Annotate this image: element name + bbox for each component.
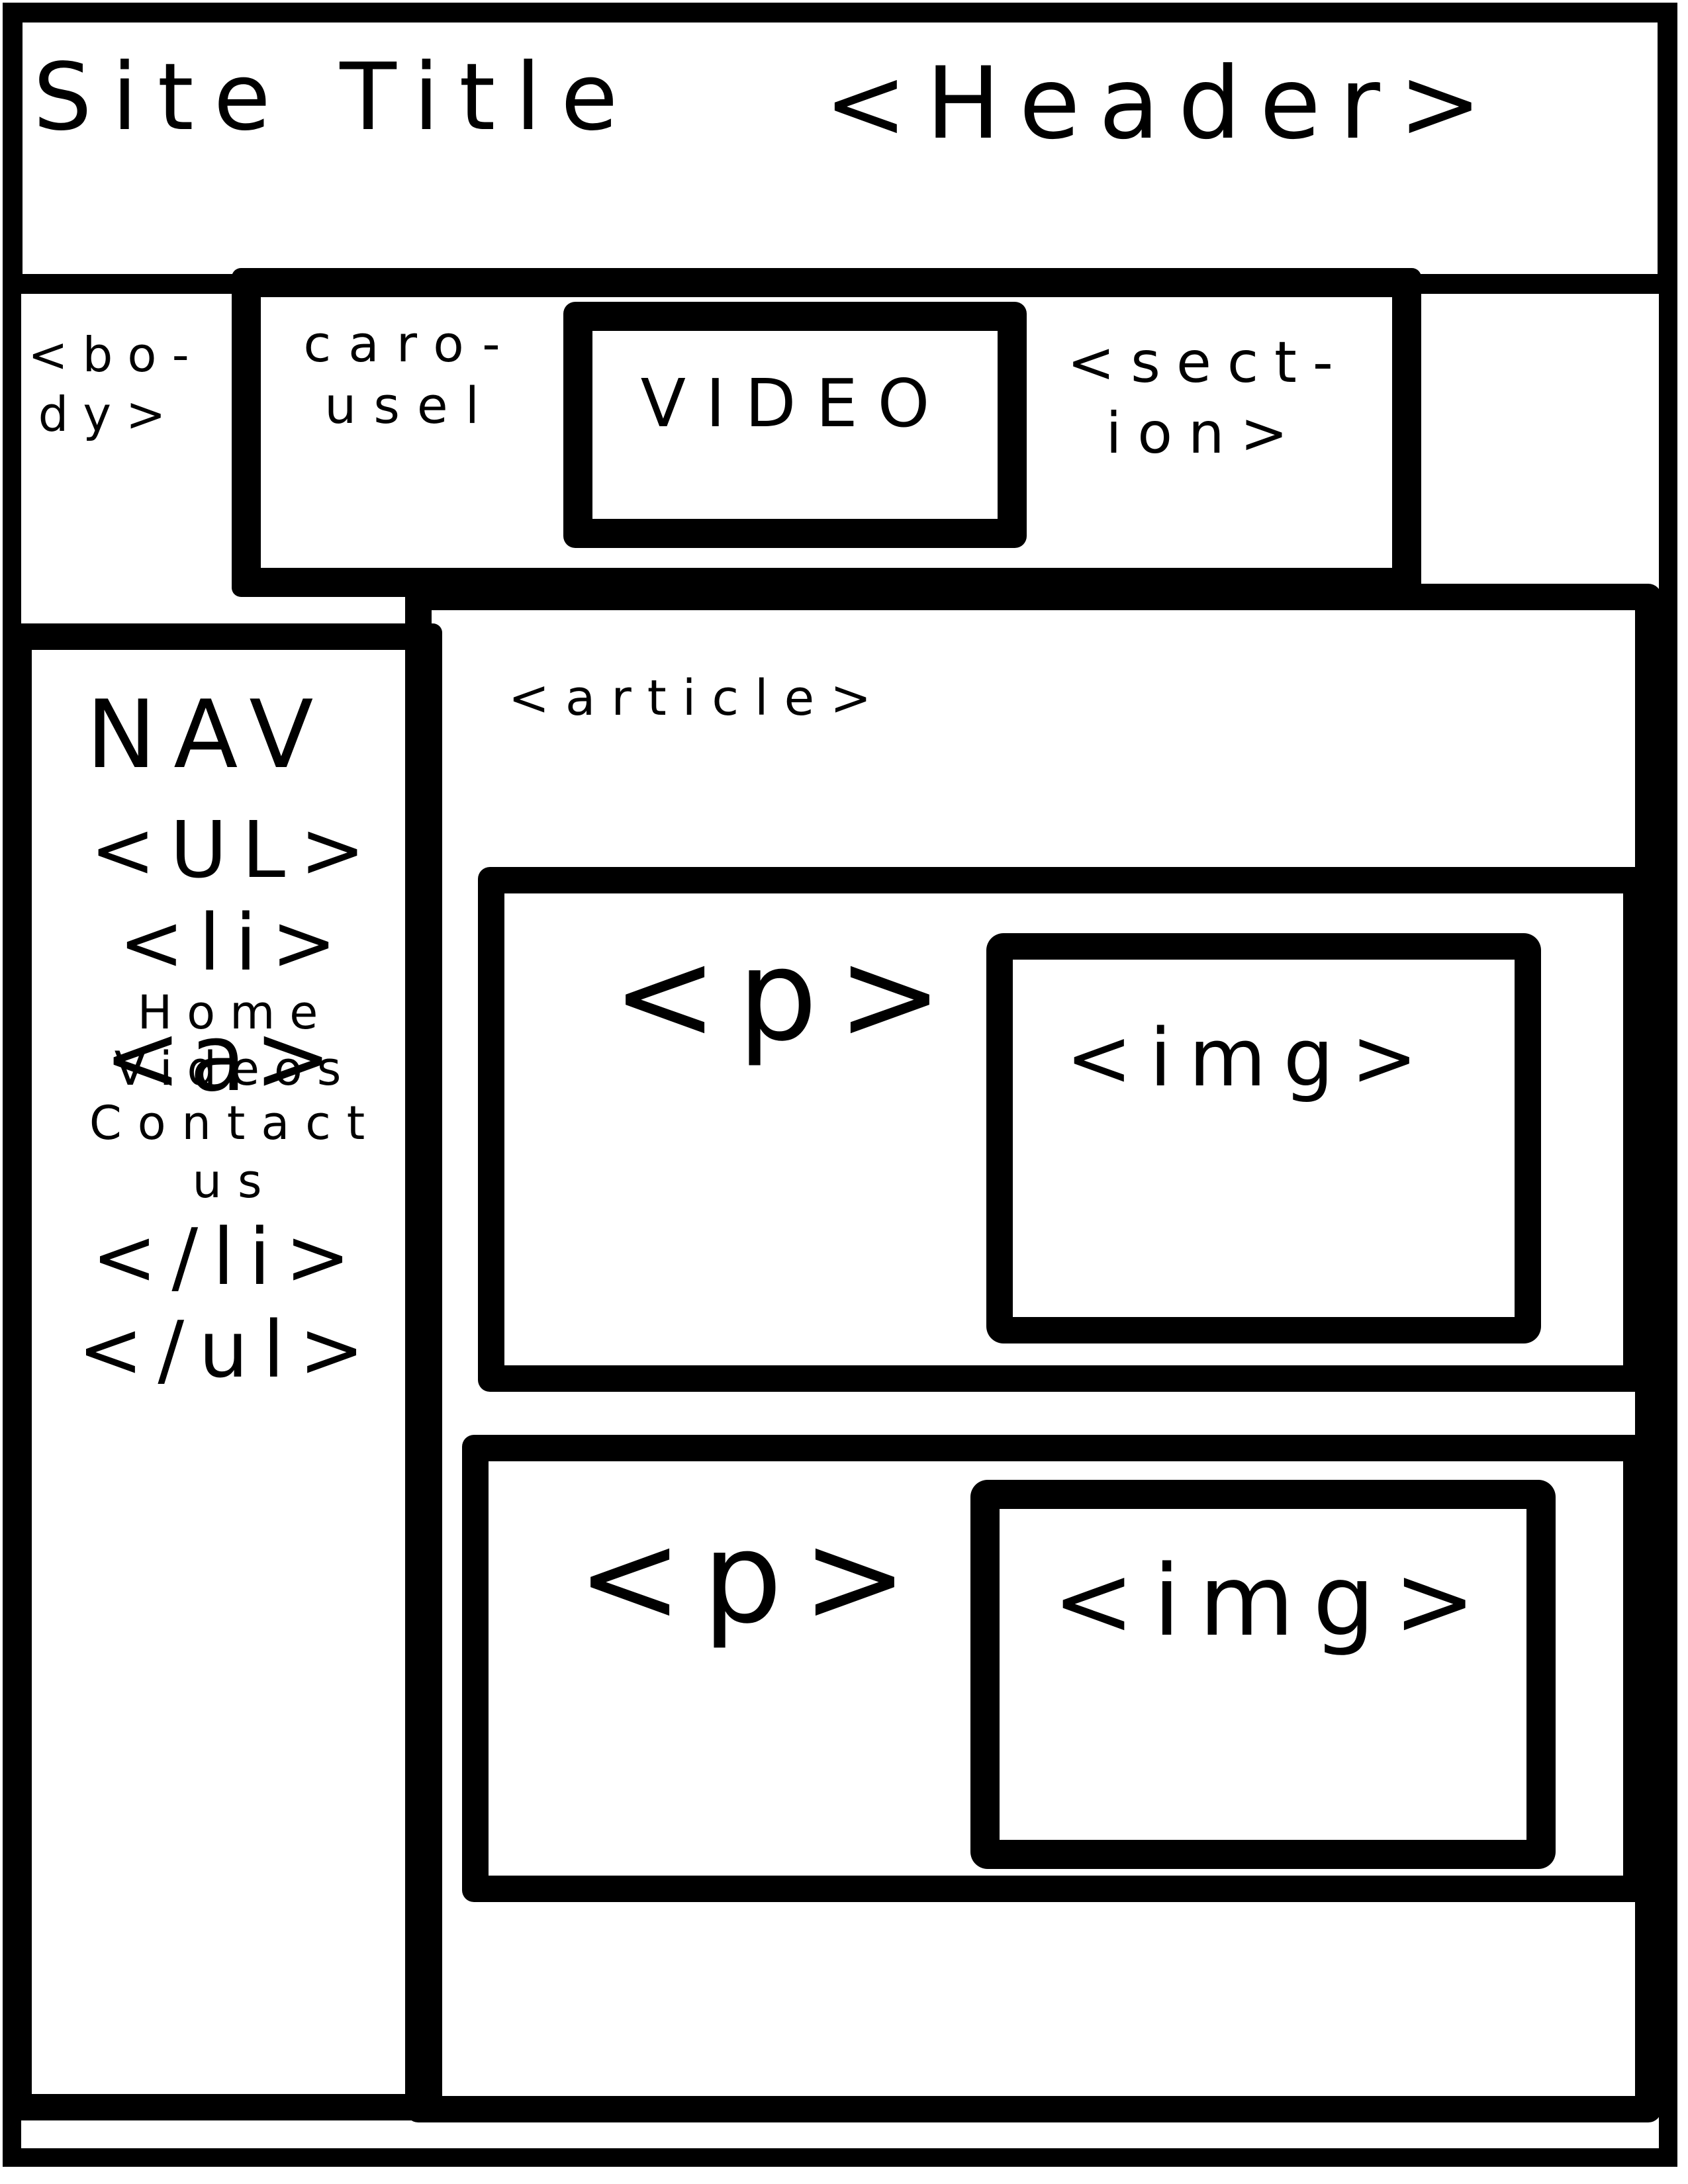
paragraph-box-2 [462, 1435, 1650, 1902]
nav-li-close: </li> [91, 1211, 365, 1302]
paragraph-label-1: <p> [612, 923, 963, 1069]
site-title: Site Title [33, 44, 638, 152]
nav-link-videos[interactable]: Videos [114, 1042, 356, 1096]
carousel-box [232, 268, 1421, 597]
image-box-1 [986, 933, 1541, 1343]
nav-ul-close: </ul> [77, 1304, 379, 1395]
paragraph-box-1 [478, 867, 1650, 1392]
nav-link-contact[interactable]: Contact [89, 1096, 381, 1150]
article-box [405, 584, 1662, 2122]
section-line2: ion> [1105, 400, 1304, 467]
image-box-2 [970, 1480, 1556, 1869]
image-label-2: <img> [1053, 1544, 1495, 1658]
nav-li-open: <li> [118, 897, 352, 988]
nav-ul-open: <UL> [90, 804, 380, 895]
nav-a-tag: <a> [103, 1005, 340, 1113]
carousel-line1: caro- [303, 314, 518, 373]
article-label: <article> [508, 670, 888, 727]
video-box [563, 302, 1027, 548]
nav-link-us[interactable]: us [192, 1154, 278, 1208]
section-line1: <sect- [1067, 330, 1349, 396]
body-tag-line1: <bo- [28, 327, 204, 383]
body-tag-line2: dy> [38, 387, 181, 442]
header-label: <Header> [824, 46, 1501, 161]
video-label: VIDEO [640, 365, 950, 442]
paragraph-label-2: <p> [577, 1505, 928, 1651]
carousel-line2: usel [324, 376, 496, 435]
nav-link-home[interactable]: Home [137, 985, 333, 1040]
nav-title: NAV [86, 680, 331, 790]
image-label-1: <img> [1066, 1013, 1435, 1105]
